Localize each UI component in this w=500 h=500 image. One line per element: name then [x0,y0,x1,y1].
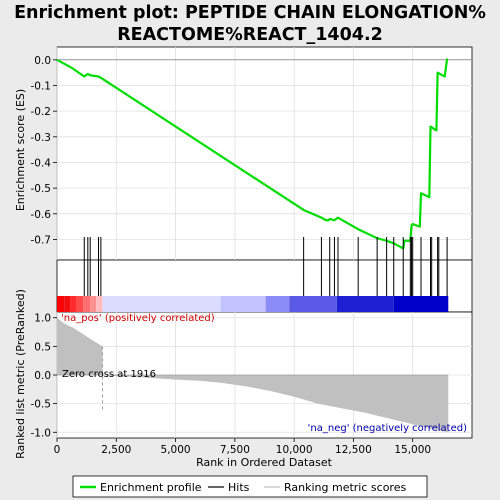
band-segment-1 [64,296,71,312]
es-y-tick-label-1: -0.1 [31,80,52,92]
es-y-axis: 0.0 -0.1 -0.2 -0.3 -0.4 -0.5 -0.6 -0.7 [31,55,57,246]
x-tick-label-5: 12,500 [335,444,372,456]
es-y-tick-label-0: 0.0 [34,55,51,67]
metric-y-tick-label-3: -0.5 [31,399,52,411]
band-segment-12 [393,296,449,312]
es-y-tick-label-3: -0.3 [31,132,52,144]
x-axis: 0 2,500 5,000 7,500 10,000 12,500 15,000 [54,438,431,456]
legend-label-metric: Ranking metric scores [284,481,406,494]
band-segment-2 [70,296,76,312]
band-segment-3 [75,296,84,312]
x-tick-label-1: 2,500 [101,444,131,456]
band-segment-4 [83,296,91,312]
band-segment-0 [57,296,65,312]
ranking-metric-area [57,59,472,433]
metric-y-axis-label: Ranked list metric (PreRanked) [14,289,27,459]
x-tick-label-0: 0 [54,444,61,456]
band-segment-9 [265,296,290,312]
es-y-tick-label-4: -0.4 [31,157,52,169]
band-segment-10 [289,296,337,312]
legend-box [72,475,428,498]
annotations: 'na_pos' (positively correlated) 'na_neg'… [61,313,467,434]
es-y-tick-label-5: -0.5 [31,183,52,195]
hit-markers [83,237,448,296]
es-y-tick-label-6: -0.6 [31,209,52,221]
metric-y-tick-label-4: -1.0 [31,427,52,439]
es-y-axis-label: Enrichment score (ES) [14,89,27,211]
band-segment-5 [90,296,97,312]
metric-y-axis: 1.0 0.5 0.0 -0.5 -1.0 [31,313,57,439]
plot-title: Enrichment plot: PEPTIDE CHAIN ELONGATIO… [0,2,500,46]
x-tick-label-2: 5,000 [161,444,191,456]
es-panel [56,46,473,261]
rank-color-band [57,296,449,312]
legend-label-hits: Hits [228,481,250,494]
metric-y-tick-label-0: 1.0 [34,313,51,325]
negative-correlation-label: 'na_neg' (negatively correlated) [308,423,467,434]
x-tick-label-3: 7,500 [220,444,250,456]
x-axis-label: Rank in Ordered Dataset [196,456,333,469]
band-segment-6 [96,296,103,312]
metric-y-tick-label-1: 0.5 [34,341,51,353]
zero-cross-label: Zero cross at 1916 [62,369,156,380]
title-line-1: Enrichment plot: PEPTIDE CHAIN ELONGATIO… [14,3,486,23]
es-y-tick-label-7: -0.7 [31,234,52,246]
band-segment-11 [336,296,394,312]
legend-label-enrichment: Enrichment profile [100,481,202,494]
band-segment-7 [102,296,221,312]
x-tick-label-6: 15,000 [394,444,431,456]
es-y-tick-label-2: -0.2 [31,106,52,118]
title-line-2: REACTOME%REACT_1404.2 [117,25,383,45]
band-segment-8 [220,296,266,312]
x-tick-label-4: 10,000 [276,444,313,456]
metric-y-tick-label-2: 0.0 [34,370,51,382]
positive-correlation-label: 'na_pos' (positively correlated) [61,313,215,324]
